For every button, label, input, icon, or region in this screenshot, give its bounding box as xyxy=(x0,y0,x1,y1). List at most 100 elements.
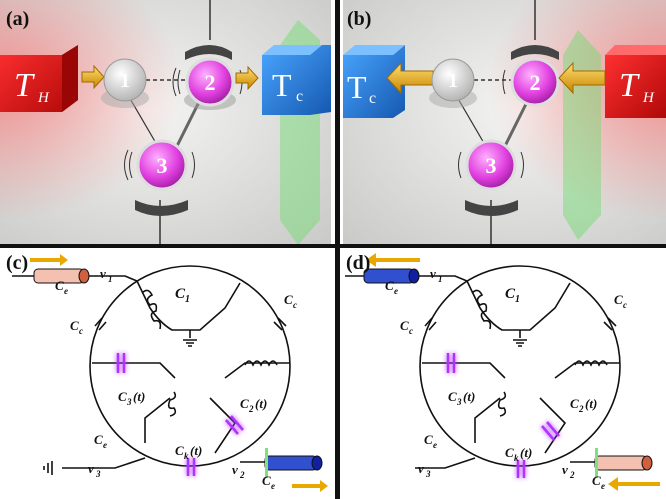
svg-text:C: C xyxy=(70,318,79,333)
heat-arrow-a-right xyxy=(235,65,259,91)
inductor-c2 xyxy=(244,360,278,367)
svg-text:2: 2 xyxy=(569,470,575,480)
svg-text:e: e xyxy=(103,440,107,450)
svg-text:C: C xyxy=(570,396,579,411)
panel-label-c: (c) xyxy=(6,252,29,274)
panel-divider-horizontal xyxy=(0,244,666,248)
svg-text:1: 1 xyxy=(185,294,190,305)
svg-text:C: C xyxy=(240,396,249,411)
svg-text:2: 2 xyxy=(248,404,254,414)
panel-a-illustration: T H 1 2 T c xyxy=(0,0,331,244)
svg-text:H: H xyxy=(37,90,50,106)
svg-text:T: T xyxy=(619,67,640,104)
svg-text:3: 3 xyxy=(486,153,497,178)
svg-text:e: e xyxy=(433,440,437,450)
arrow-right-d xyxy=(608,477,660,491)
svg-text:C: C xyxy=(118,389,127,404)
inductor-c1 xyxy=(141,289,162,330)
svg-text:v: v xyxy=(430,266,436,281)
capacitor-glow-group-d xyxy=(446,353,560,478)
svg-text:C: C xyxy=(55,278,64,293)
svg-text:v: v xyxy=(100,266,106,281)
svg-text:c: c xyxy=(409,326,413,336)
panel-b-illustration: T c 1 2 T H 3 xyxy=(343,0,666,244)
inductor-c3 xyxy=(167,391,177,417)
panel-divider-vertical xyxy=(335,0,340,499)
svg-text:e: e xyxy=(394,286,398,296)
svg-text:T: T xyxy=(347,69,367,105)
inductor-d2 xyxy=(574,360,608,367)
svg-text:c: c xyxy=(369,90,376,107)
inductor-d3 xyxy=(497,391,507,417)
svg-text:C: C xyxy=(175,443,184,458)
svg-text:H: H xyxy=(642,90,655,106)
cold-reservoir-a: T c xyxy=(262,45,331,115)
svg-text:v: v xyxy=(418,461,424,476)
svg-text:3: 3 xyxy=(157,153,168,178)
port-left-d xyxy=(363,253,420,284)
svg-text:c: c xyxy=(79,326,83,336)
svg-text:e: e xyxy=(601,481,605,491)
svg-text:1: 1 xyxy=(448,70,458,92)
qubit-2-b: 2 xyxy=(502,45,560,107)
svg-text:T: T xyxy=(14,67,35,104)
svg-text:c: c xyxy=(296,88,303,105)
qubit-2-a: 2 xyxy=(172,45,243,110)
svg-text:C: C xyxy=(400,318,409,333)
arrow-left-c xyxy=(30,254,68,266)
svg-text:3: 3 xyxy=(95,469,101,479)
arrow-right-c xyxy=(292,480,328,492)
svg-text:C: C xyxy=(505,445,514,460)
svg-text:1: 1 xyxy=(120,70,130,92)
svg-text:(t): (t) xyxy=(520,445,532,460)
svg-text:(t): (t) xyxy=(255,396,267,411)
cold-reservoir-b: T c xyxy=(343,45,405,118)
svg-text:C: C xyxy=(385,278,394,293)
qubit-1-b: 1 xyxy=(429,58,477,108)
svg-text:T: T xyxy=(272,67,292,103)
svg-text:k: k xyxy=(514,453,519,463)
svg-text:v: v xyxy=(562,462,568,477)
qubit-1-a: 1 xyxy=(101,58,149,108)
svg-text:C: C xyxy=(262,473,271,488)
svg-text:C: C xyxy=(175,286,186,302)
arrow-left-d xyxy=(366,253,420,267)
svg-text:C: C xyxy=(448,389,457,404)
port-left-c xyxy=(30,254,90,284)
svg-text:e: e xyxy=(64,286,68,296)
panel-label-a: (a) xyxy=(6,8,30,30)
svg-text:2: 2 xyxy=(530,70,541,95)
svg-text:2: 2 xyxy=(205,70,216,95)
svg-text:e: e xyxy=(271,481,275,491)
port-right-c xyxy=(264,448,328,492)
svg-text:C: C xyxy=(614,292,623,307)
svg-text:(t): (t) xyxy=(585,396,597,411)
svg-text:c: c xyxy=(623,300,627,310)
panel-a: T H 1 2 T c xyxy=(0,0,331,244)
port-right-d xyxy=(594,448,660,491)
svg-text:C: C xyxy=(284,292,293,307)
hot-reservoir-b: T H xyxy=(605,45,666,118)
svg-text:v: v xyxy=(232,462,238,477)
svg-text:3: 3 xyxy=(126,397,132,407)
svg-text:2: 2 xyxy=(239,470,245,480)
svg-text:(t): (t) xyxy=(133,389,145,404)
svg-text:2: 2 xyxy=(578,404,584,414)
svg-text:k: k xyxy=(184,451,189,461)
svg-text:3: 3 xyxy=(425,469,431,479)
capacitor-glow-group-c xyxy=(116,353,244,476)
svg-text:1: 1 xyxy=(438,274,443,284)
svg-text:v: v xyxy=(88,461,94,476)
heat-arrow-b-left xyxy=(386,61,434,95)
svg-text:3: 3 xyxy=(456,397,462,407)
panel-b: T c 1 2 T H 3 xyxy=(343,0,666,244)
panel-label-d: (d) xyxy=(346,252,371,274)
qubit-3-b: 3 xyxy=(458,139,524,216)
qubit-3-a: 3 xyxy=(124,139,195,216)
svg-text:C: C xyxy=(592,473,601,488)
svg-text:1: 1 xyxy=(515,294,520,305)
inductor-d1 xyxy=(471,289,492,330)
svg-text:C: C xyxy=(505,286,516,302)
